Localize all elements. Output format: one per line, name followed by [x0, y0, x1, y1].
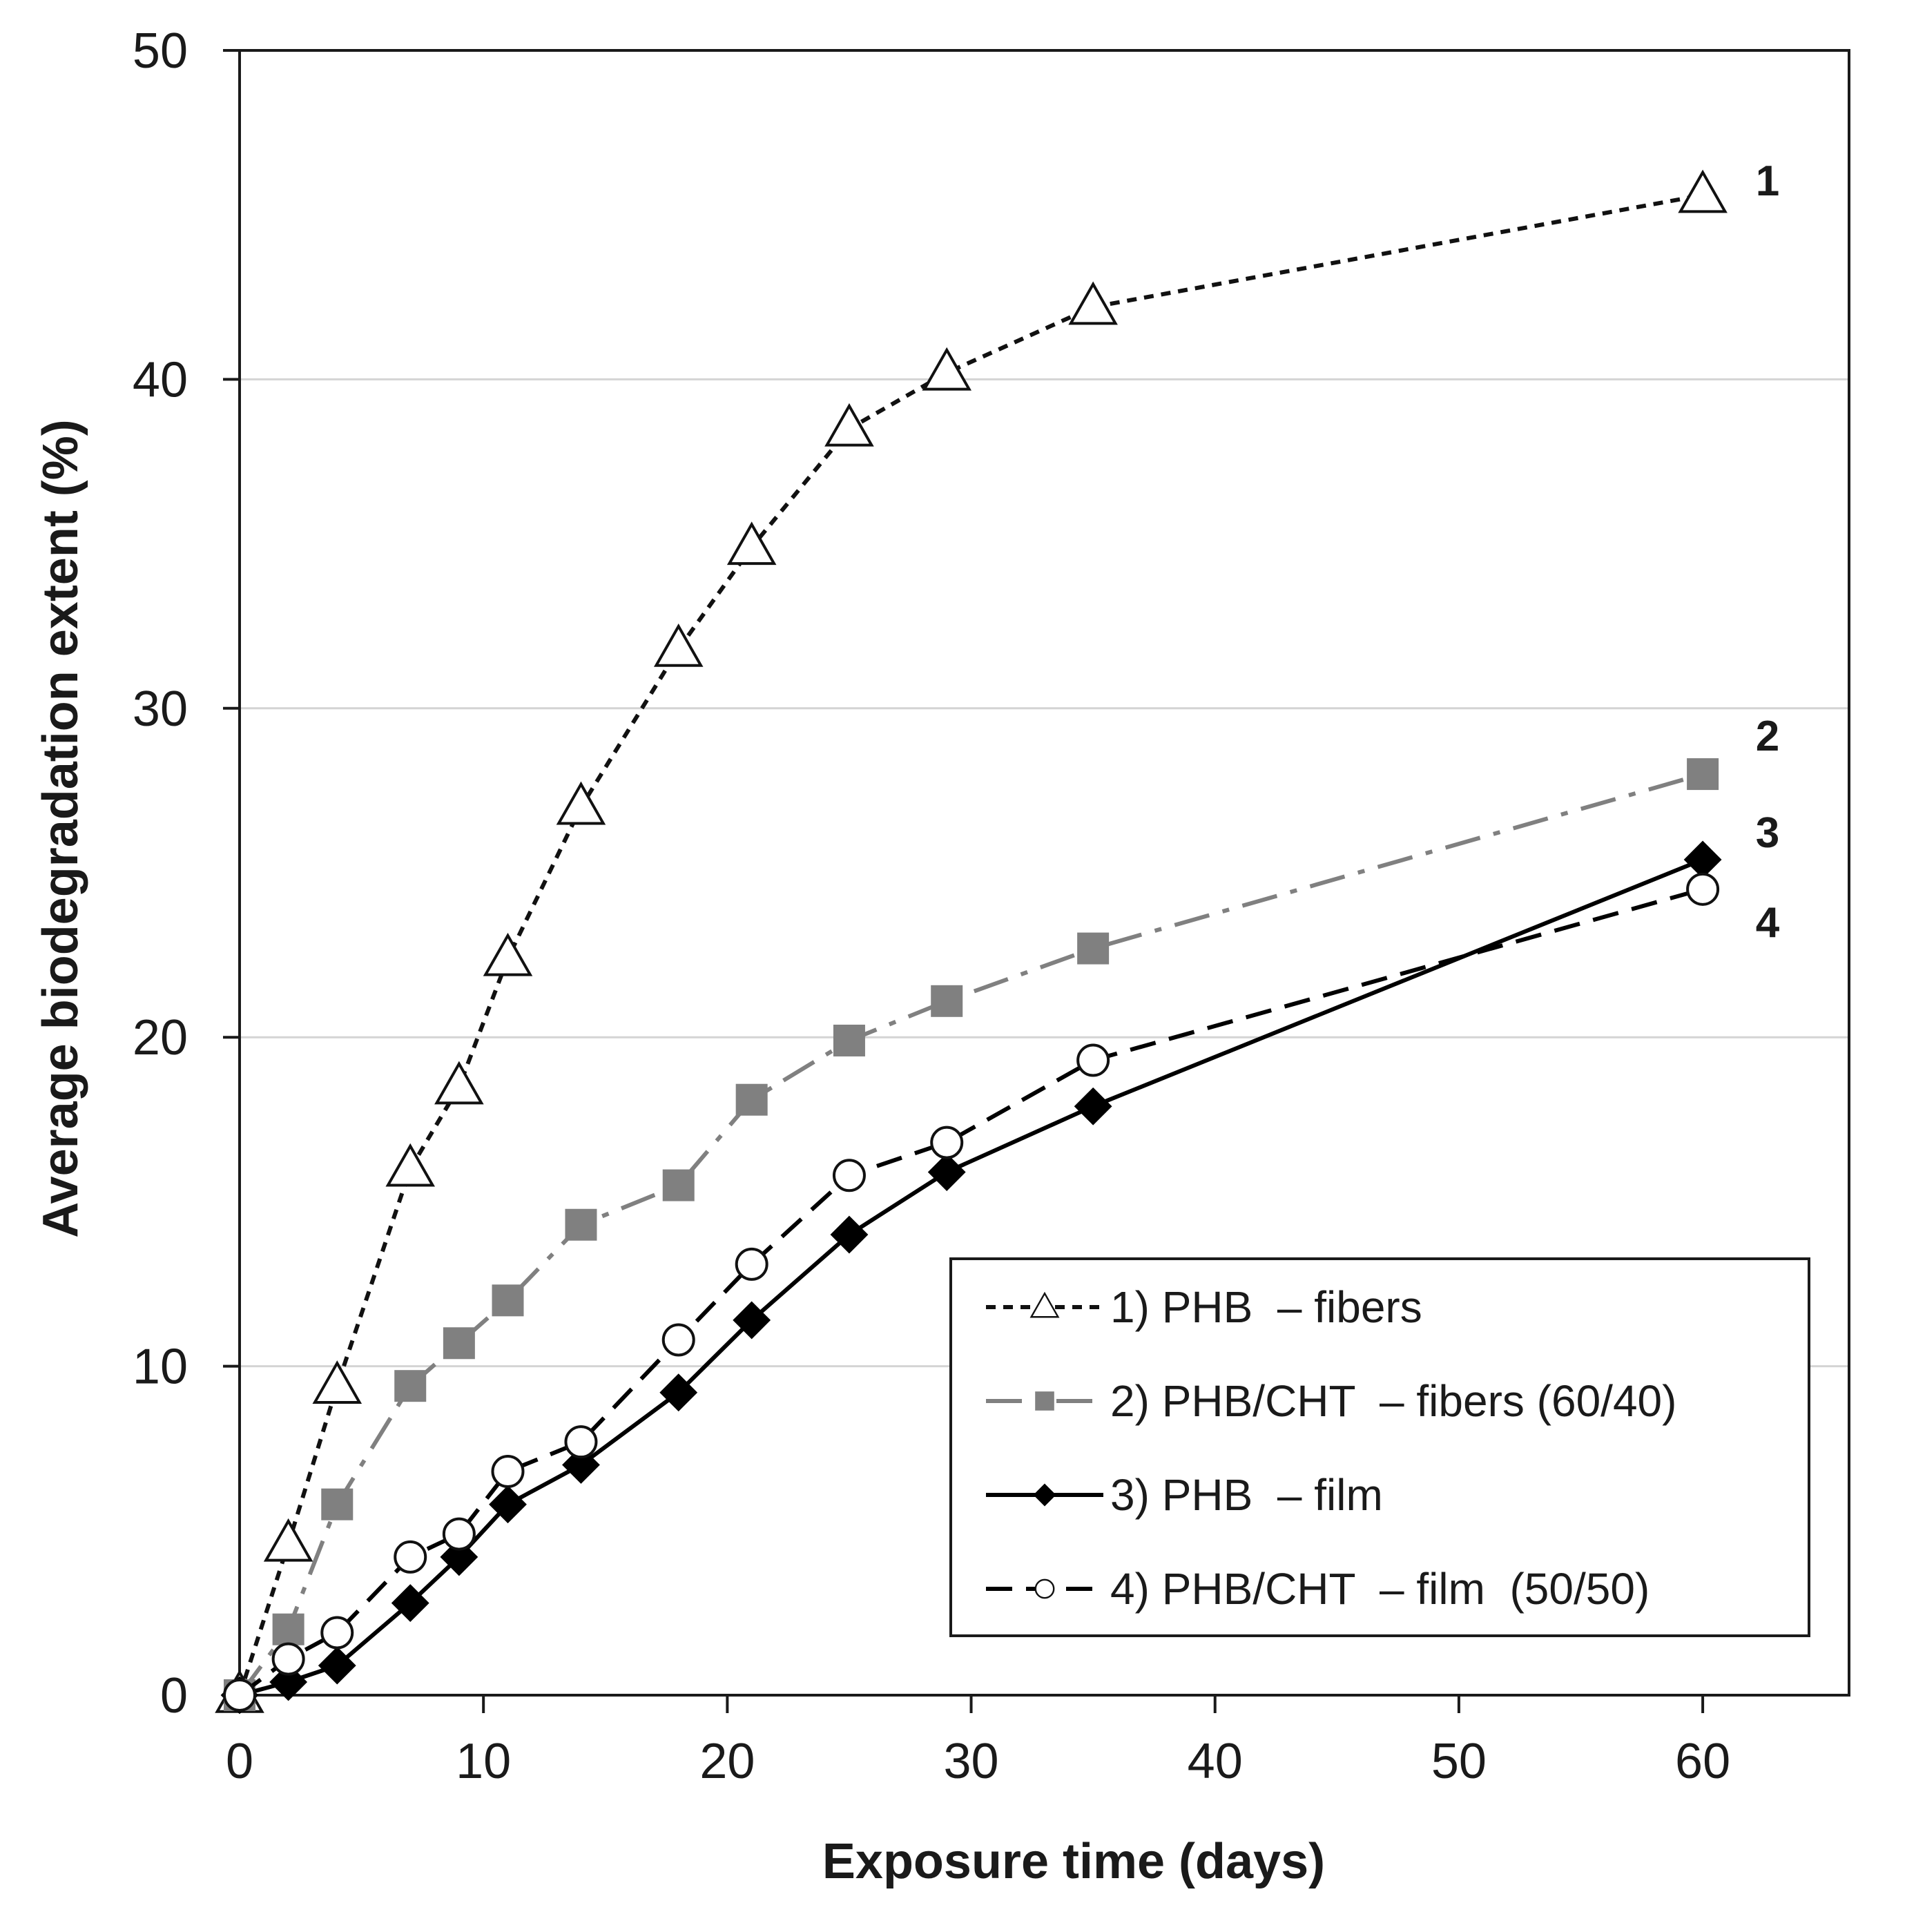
series-3-point-29 — [927, 1153, 966, 1191]
series-4-point-11 — [491, 1455, 525, 1489]
series-1-point-2 — [263, 1518, 313, 1562]
y-tick-label-0: 0 — [160, 1668, 188, 1723]
series-4-point-60 — [1686, 872, 1720, 906]
series-3-point-60 — [1683, 840, 1722, 879]
series-3-end-label: 3 — [1756, 809, 1779, 857]
end-labels: 1 2 3 4 — [1756, 157, 1780, 947]
series-2-point-21 — [735, 1083, 768, 1116]
series-3-point-4 — [318, 1646, 356, 1685]
x-axis-title: Exposure time (days) — [822, 1834, 1325, 1889]
series-1-point-9 — [434, 1061, 484, 1105]
series-1-point-4 — [312, 1360, 362, 1404]
x-tick-label-40: 40 — [1188, 1734, 1243, 1789]
series-4-point-21 — [735, 1247, 768, 1281]
series-4-point-14 — [564, 1425, 598, 1459]
y-tick-label-30: 30 — [133, 682, 188, 737]
legend-box — [949, 1257, 1810, 1637]
legend-marker-shape-1 — [1029, 1291, 1060, 1318]
series-1-point-29 — [922, 347, 972, 391]
legend-marker-4 — [1034, 1578, 1055, 1599]
legend-label-3: 3) PHB – film — [1110, 1470, 1383, 1520]
series-4-point-7 — [394, 1540, 427, 1574]
series-3-point-2 — [269, 1663, 308, 1701]
legend-marker-2 — [1035, 1391, 1054, 1411]
series-2-point-35 — [1077, 932, 1110, 965]
series-2-point-4 — [321, 1488, 354, 1520]
series-2-point-7 — [394, 1370, 427, 1402]
series-3-point-18 — [659, 1373, 698, 1412]
series-1-point-14 — [556, 781, 606, 825]
series-3-point-14 — [562, 1446, 600, 1484]
series-4-point-2 — [271, 1642, 305, 1676]
series-1-point-11 — [483, 932, 533, 976]
series-2-point-25 — [833, 1024, 865, 1056]
series-3-point-11 — [489, 1485, 527, 1524]
series-3-point-25 — [830, 1215, 869, 1254]
legend-marker-shape-4 — [1034, 1578, 1055, 1599]
legend-marker-shape-3 — [1033, 1483, 1056, 1507]
series-2-point-18 — [662, 1169, 695, 1201]
x-tick-label-60: 60 — [1675, 1734, 1730, 1789]
x-tick-label-30: 30 — [943, 1734, 998, 1789]
series-4-point-35 — [1076, 1043, 1110, 1077]
series-2-point-14 — [565, 1208, 597, 1241]
series-2-point-11 — [492, 1284, 524, 1317]
legend-marker-3 — [1033, 1483, 1056, 1507]
series-4-point-9 — [442, 1517, 476, 1551]
x-tick-label-0: 0 — [226, 1734, 253, 1789]
series-4-point-25 — [832, 1159, 866, 1192]
series-1-point-18 — [653, 624, 704, 667]
axes: 0 10 20 30 40 50 60 0 10 20 30 40 50 — [133, 23, 1850, 1789]
series-2-point-29 — [931, 985, 963, 1017]
y-tick-label-10: 10 — [133, 1340, 188, 1395]
series-1-point-25 — [824, 403, 874, 447]
series-1-point-35 — [1068, 281, 1118, 325]
series-4-end-label: 4 — [1756, 899, 1780, 947]
series-3-point-21 — [733, 1301, 771, 1340]
legend-marker-shape-2 — [1035, 1391, 1054, 1411]
series-3-point-35 — [1074, 1087, 1112, 1126]
series-4-point-29 — [930, 1126, 964, 1159]
series-2-end-label: 2 — [1756, 713, 1779, 760]
legend-label-4: 4) PHB/CHT – film (50/50) — [1110, 1564, 1650, 1614]
series-2-point-60 — [1687, 758, 1719, 791]
series-1-end-label: 1 — [1756, 157, 1779, 205]
legend-marker-1 — [1029, 1291, 1060, 1318]
x-tick-label-50: 50 — [1431, 1734, 1487, 1789]
x-tick-label-10: 10 — [456, 1734, 511, 1789]
series-1-point-7 — [385, 1143, 436, 1187]
x-tick-label-20: 20 — [699, 1734, 755, 1789]
legend-label-2: 2) PHB/CHT – fibers (60/40) — [1110, 1376, 1676, 1426]
series-3-point-9 — [440, 1538, 478, 1576]
y-axis-title: Average biodegradation extent (%) — [33, 419, 88, 1238]
series-4-point-0 — [223, 1679, 256, 1712]
legend: 1) PHB – fibers 2) PHB/CHT – fibers (60/4… — [949, 1257, 1810, 1637]
y-tick-label-50: 50 — [133, 23, 188, 79]
gridlines — [240, 378, 1849, 1368]
plot-frame — [238, 49, 1850, 1697]
series-2-point-9 — [443, 1327, 475, 1360]
series-4-point-18 — [661, 1323, 695, 1357]
series-2-point-2 — [272, 1613, 304, 1645]
legend-label-1: 1) PHB – fibers — [1110, 1282, 1422, 1332]
y-tick-label-40: 40 — [133, 352, 188, 407]
y-tick-label-20: 20 — [133, 1010, 188, 1065]
series-4-point-4 — [320, 1616, 354, 1650]
series-group — [215, 169, 1728, 1714]
series-1-point-60 — [1678, 169, 1728, 213]
series-1-point-21 — [726, 521, 777, 566]
series-3-point-7 — [391, 1584, 429, 1623]
